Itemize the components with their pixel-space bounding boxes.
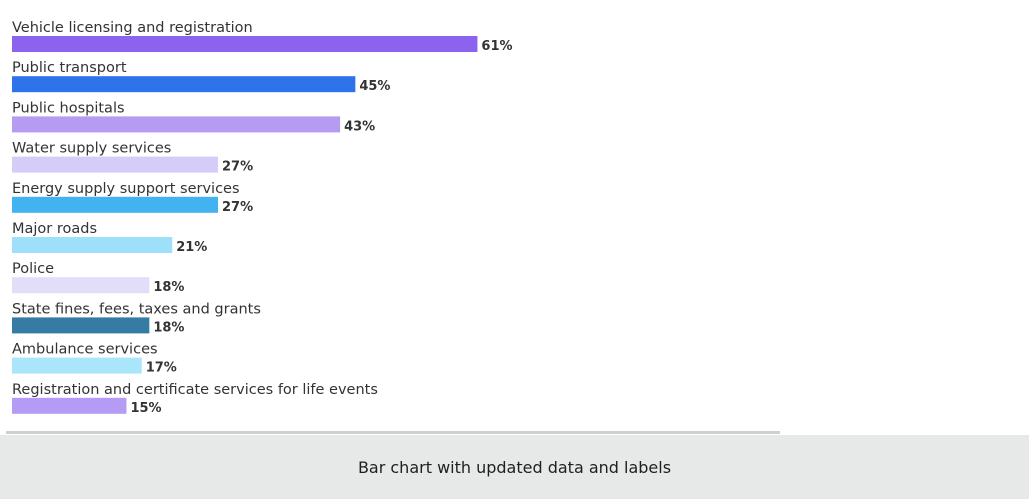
- bar[interactable]: [12, 277, 150, 294]
- figure-caption: Bar chart with updated data and labels: [357, 457, 672, 477]
- bar[interactable]: [12, 397, 127, 414]
- caption-bar: Bar chart with updated data and labels: [0, 435, 1029, 499]
- category-label: Vehicle licensing and registration: [12, 20, 253, 36]
- value-label: 43%: [344, 119, 375, 134]
- category-label: Major roads: [12, 221, 97, 237]
- value-label: 15%: [130, 401, 161, 416]
- category-label: Ambulance services: [12, 342, 158, 358]
- value-label: 27%: [222, 200, 253, 215]
- category-label: State fines, fees, taxes and grants: [12, 301, 261, 317]
- bar[interactable]: [12, 237, 173, 253]
- category-label: Registration and certificate services fo…: [12, 382, 378, 398]
- horizontal-scrollbar[interactable]: [6, 431, 780, 434]
- category-label: Energy supply support services: [12, 181, 240, 197]
- bar[interactable]: [12, 156, 219, 173]
- category-label: Public hospitals: [12, 100, 125, 116]
- value-label: 61%: [481, 39, 512, 54]
- value-label: 17%: [146, 361, 177, 376]
- bar[interactable]: [12, 76, 356, 93]
- category-label: Water supply services: [12, 141, 171, 157]
- value-label: 18%: [153, 280, 184, 295]
- chart-area: Vehicle licensing and registration 61% Pub…: [6, 20, 780, 434]
- value-label: 45%: [359, 79, 390, 94]
- category-label: Police: [12, 261, 54, 277]
- category-label: Public transport: [12, 60, 127, 76]
- bar[interactable]: [12, 36, 478, 52]
- bar[interactable]: [12, 116, 341, 133]
- bar[interactable]: [12, 317, 150, 334]
- value-label: 27%: [222, 160, 253, 175]
- bar-chart: Vehicle licensing and registration 61% Pub…: [12, 20, 513, 416]
- bar[interactable]: [12, 196, 219, 213]
- value-label: 21%: [176, 240, 207, 255]
- value-label: 18%: [153, 320, 184, 335]
- bar[interactable]: [12, 357, 142, 374]
